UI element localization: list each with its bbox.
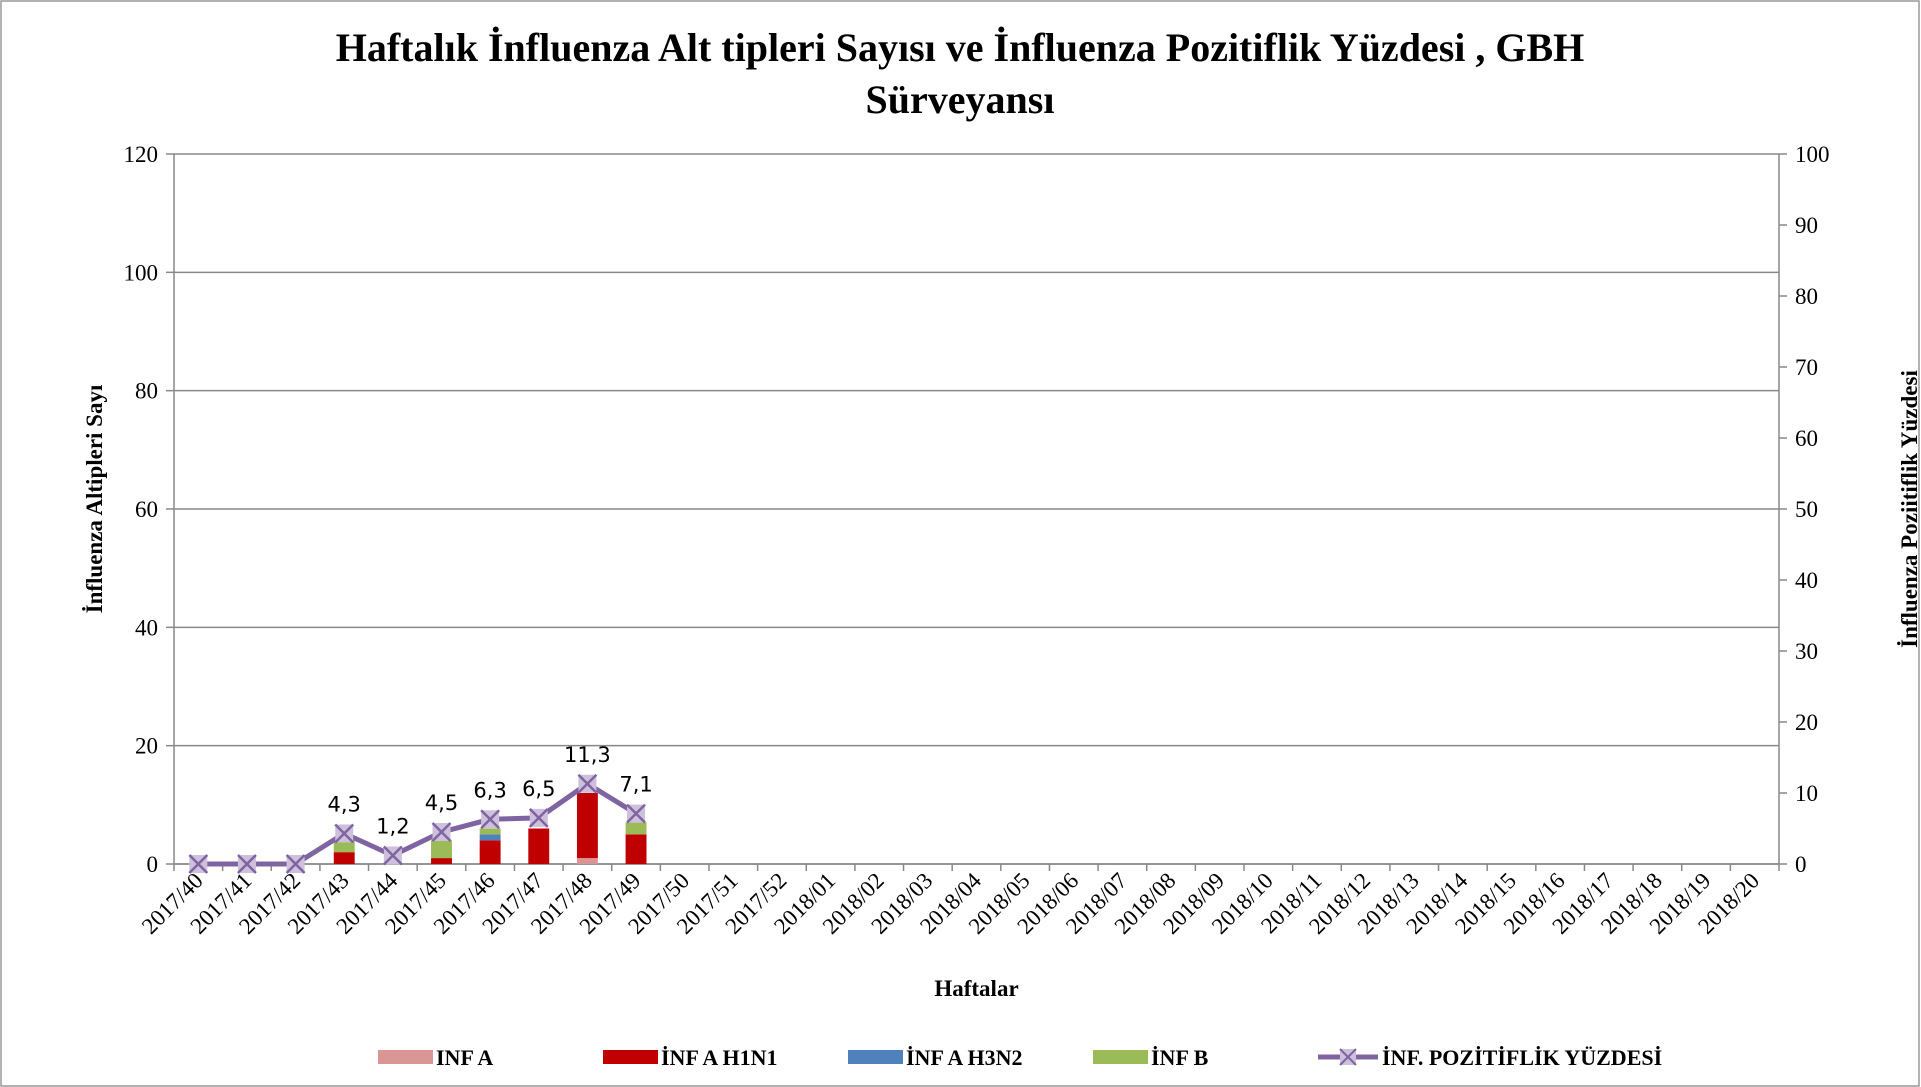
legend-swatch <box>603 1050 658 1064</box>
x-axis-title: Haftalar <box>934 976 1018 1001</box>
data-label: 6,3 <box>473 778 506 802</box>
bar <box>576 793 598 859</box>
data-label: 1,2 <box>376 814 409 838</box>
data-label: 4,3 <box>328 792 361 816</box>
data-label: 11,3 <box>564 743 611 767</box>
y-tick-label: 80 <box>135 379 158 404</box>
y2-tick-label: 50 <box>1795 497 1818 522</box>
data-label: 7,1 <box>619 773 652 797</box>
line-marker <box>285 854 306 874</box>
y2-tick-label: 10 <box>1795 781 1818 806</box>
y2-tick-label: 30 <box>1795 639 1818 664</box>
y-tick-label: 40 <box>135 615 158 640</box>
y-tick-label: 20 <box>135 734 158 759</box>
bar <box>576 858 598 864</box>
y2-tick-label: 60 <box>1795 426 1818 451</box>
line-marker <box>431 822 452 842</box>
bar <box>333 852 355 864</box>
y2-tick-label: 70 <box>1795 355 1818 380</box>
bar <box>479 828 501 835</box>
bar <box>479 840 501 864</box>
legend-label: İNF A H3N2 <box>906 1045 1023 1070</box>
data-label: 6,5 <box>522 777 555 801</box>
y-tick-label: 60 <box>135 497 158 522</box>
legend-label: İNF A H1N1 <box>661 1045 778 1070</box>
y-tick-label: 120 <box>124 142 159 167</box>
y-tick-label: 0 <box>147 852 159 877</box>
y2-tick-label: 100 <box>1795 142 1830 167</box>
bar <box>333 840 355 853</box>
line-marker <box>577 773 598 794</box>
line-marker <box>188 854 209 874</box>
legend-label: İNF B <box>1151 1045 1209 1070</box>
line-marker <box>237 854 257 874</box>
y2-tick-label: 90 <box>1795 213 1818 238</box>
line <box>198 780 638 867</box>
y2-tick-label: 20 <box>1795 710 1818 735</box>
line-marker <box>528 807 549 828</box>
line-marker <box>626 803 646 824</box>
y2-tick-label: 0 <box>1795 852 1807 877</box>
bar <box>528 828 550 864</box>
line-marker <box>382 845 403 866</box>
bar <box>431 858 452 864</box>
bar <box>625 834 647 864</box>
legend-swatch <box>378 1050 433 1064</box>
legend-label: İNF. POZİTİFLİK YÜZDESİ <box>1382 1045 1662 1070</box>
bar <box>479 834 501 841</box>
y-tick-label: 100 <box>124 260 159 285</box>
legend-swatch <box>848 1050 903 1064</box>
legend-swatch <box>1339 1048 1357 1066</box>
legend-swatch <box>1093 1050 1148 1064</box>
legend-label: INF A <box>436 1045 493 1070</box>
y2-tick-label: 40 <box>1795 568 1818 593</box>
data-label: 4,5 <box>425 791 458 815</box>
chart-title: Haftalık İnfluenza Alt tipleri Sayısı ve… <box>335 25 1585 122</box>
line-marker <box>334 823 355 844</box>
line-marker <box>480 809 501 830</box>
bar <box>431 840 452 859</box>
y2-tick-label: 80 <box>1795 284 1818 309</box>
bar <box>625 822 647 835</box>
